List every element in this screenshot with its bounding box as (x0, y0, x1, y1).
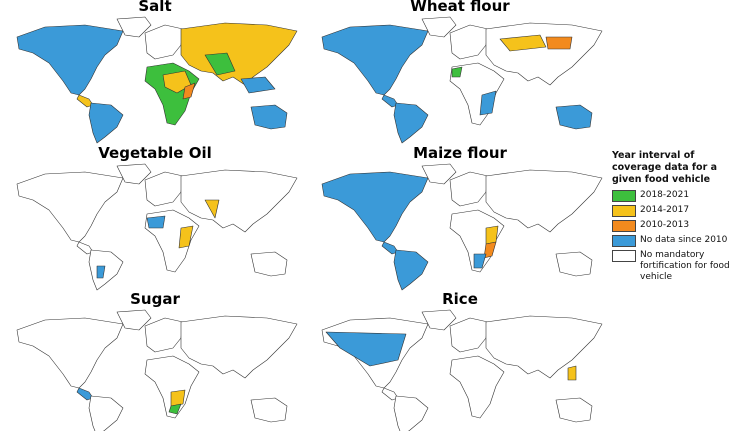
region (567, 365, 577, 381)
legend-swatch (612, 250, 636, 262)
maps: Salt Wheat flour Vegetable Oil Maize flo… (16, 0, 603, 431)
region (144, 24, 184, 60)
region (393, 249, 429, 291)
region (449, 317, 489, 353)
map-title: Vegetable Oil (98, 144, 211, 162)
region (96, 265, 106, 279)
legend-item: 2014-2017 (612, 205, 732, 217)
region (449, 355, 505, 419)
region (16, 24, 124, 96)
region (250, 397, 288, 423)
region (170, 389, 186, 407)
map-sugar: Sugar (16, 290, 298, 431)
legend-label: 2014-2017 (640, 205, 690, 215)
region (162, 70, 192, 94)
region (451, 66, 463, 78)
legend-item: No data since 2010 (612, 235, 732, 247)
map-title: Wheat flour (410, 0, 510, 15)
region (321, 171, 429, 243)
map-wheat-flour: Wheat flour (321, 0, 603, 144)
region (250, 251, 288, 277)
map-salt: Salt (16, 0, 298, 144)
region (204, 199, 220, 219)
region (555, 104, 593, 130)
legend: Year interval of coverage data for a giv… (612, 150, 732, 286)
region (178, 225, 194, 249)
map-rice: Rice (321, 290, 603, 431)
map-title: Salt (138, 0, 171, 15)
region (449, 24, 489, 60)
region (88, 395, 124, 431)
region (16, 317, 124, 389)
region (180, 169, 298, 233)
region (182, 82, 196, 100)
region (545, 36, 573, 50)
region (473, 253, 487, 269)
region (88, 102, 124, 144)
region (485, 22, 603, 86)
legend-label: No data since 2010 (640, 235, 728, 245)
region (485, 169, 603, 233)
legend-item: 2010-2013 (612, 220, 732, 232)
legend-label: 2010-2013 (640, 220, 690, 230)
region (485, 315, 603, 379)
legend-item: 2018-2021 (612, 190, 732, 202)
region (393, 102, 429, 144)
region (240, 76, 276, 94)
map-vegetable-oil: Vegetable Oil (16, 144, 298, 291)
legend-swatch (612, 235, 636, 247)
map-maize-flour: Maize flour (321, 144, 603, 291)
region (449, 171, 489, 207)
legend-swatch (612, 190, 636, 202)
region (555, 397, 593, 423)
region (483, 241, 497, 259)
map-title: Sugar (130, 290, 180, 308)
legend-swatch (612, 205, 636, 217)
legend-label: 2018-2021 (640, 190, 690, 200)
region (180, 315, 298, 379)
region (88, 249, 124, 291)
legend-title: Year interval of coverage data for a giv… (612, 150, 717, 185)
region (168, 403, 182, 415)
region (144, 317, 184, 353)
region (146, 215, 166, 229)
map-title: Rice (442, 290, 478, 308)
region (16, 171, 124, 243)
legend-label: No mandatory fortification for food vehi… (640, 250, 730, 282)
region (485, 225, 499, 245)
region (321, 24, 429, 96)
region (393, 395, 429, 431)
legend-item: No mandatory fortification for food vehi… (612, 250, 732, 283)
region (325, 331, 407, 367)
region (144, 171, 184, 207)
region (180, 22, 298, 86)
map-title: Maize flour (413, 144, 507, 162)
region (250, 104, 288, 130)
region (479, 90, 497, 116)
region (204, 52, 236, 76)
region (555, 251, 593, 277)
legend-swatch (612, 220, 636, 232)
region (499, 34, 547, 52)
